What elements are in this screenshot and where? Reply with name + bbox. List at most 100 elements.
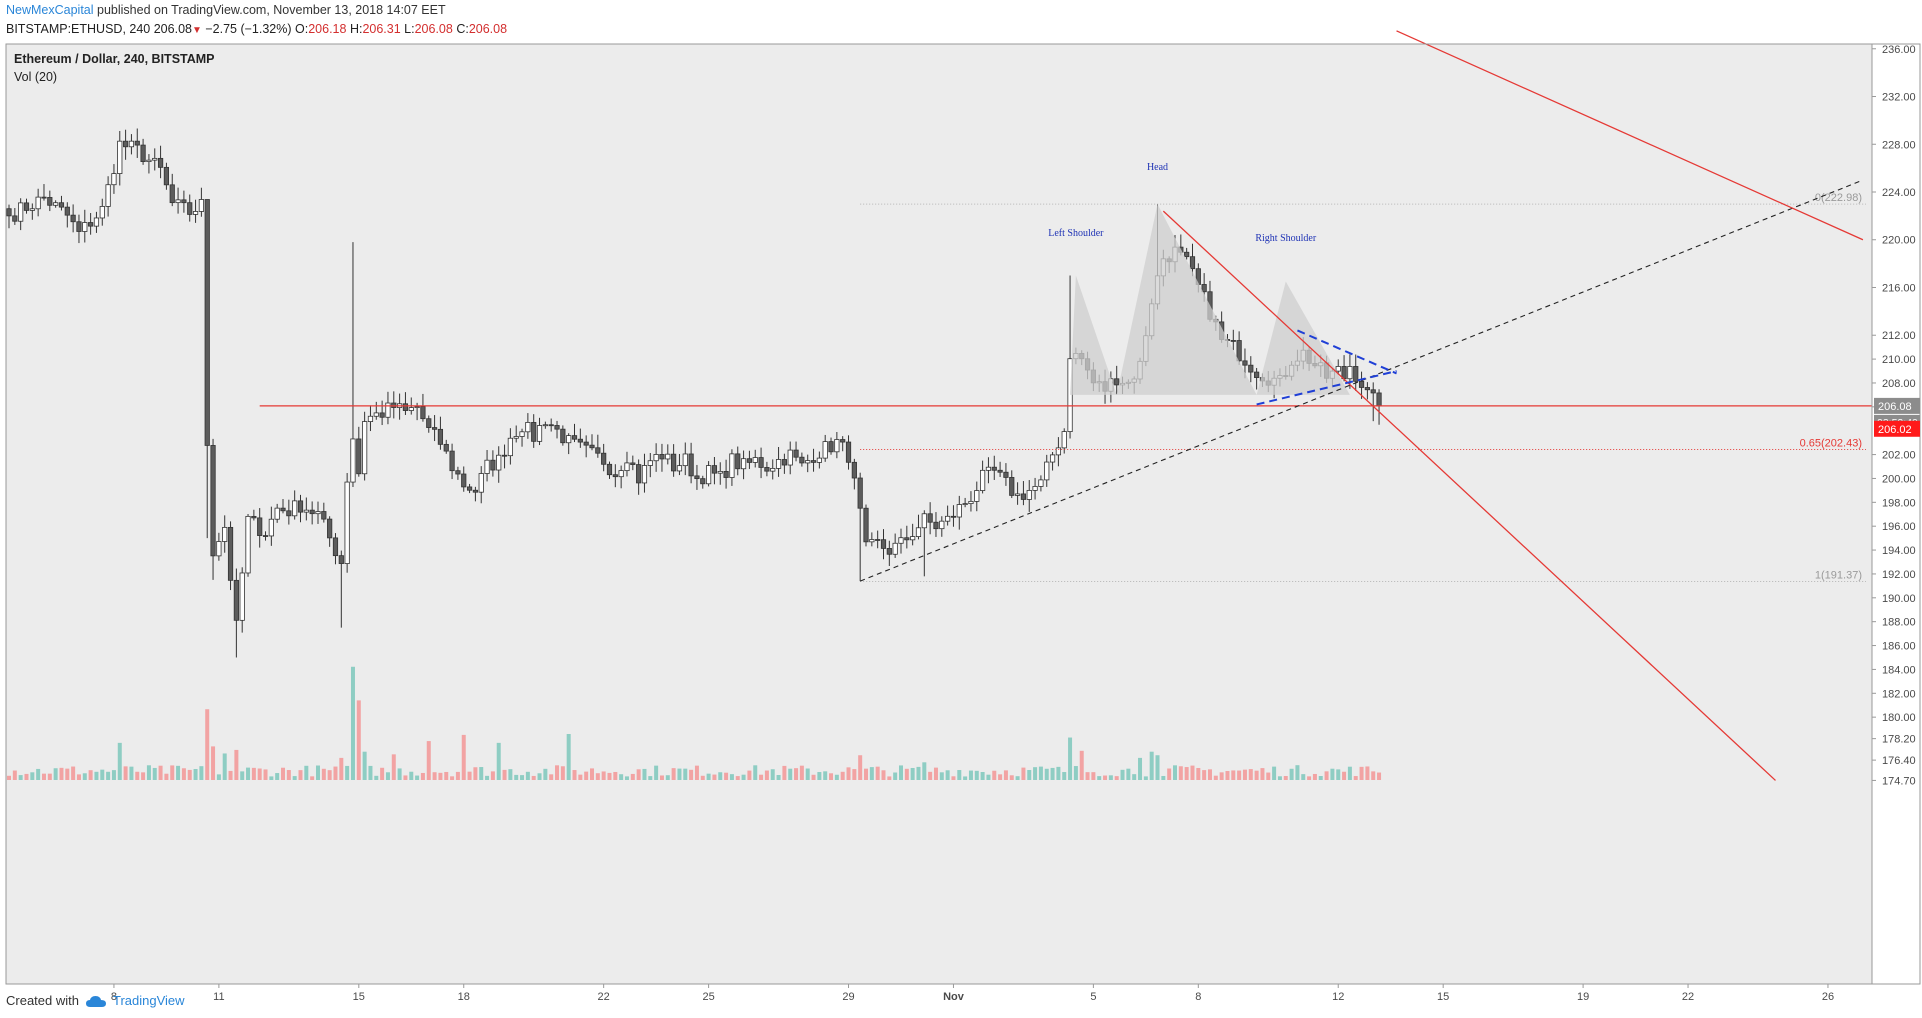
candle xyxy=(700,475,706,489)
price-axis[interactable]: 236.00 232.00 228.00 224.00 220.00 216.00 212.… xyxy=(1872,44,1920,788)
left-shoulder-label: Left Shoulder xyxy=(1048,228,1104,239)
candle-body xyxy=(939,520,945,530)
candle xyxy=(53,200,59,208)
candle xyxy=(309,501,315,525)
volume-bar xyxy=(65,768,70,780)
candle xyxy=(886,540,892,566)
candle-body xyxy=(595,447,601,454)
candle-body xyxy=(1353,366,1359,382)
time-axis[interactable]: 8 11 15 18 22 25 29 Nov 5 8 12 15 19 22 26 xyxy=(111,984,1834,1003)
candle-body xyxy=(88,222,94,227)
candle xyxy=(402,392,409,415)
candle xyxy=(711,456,718,485)
candle xyxy=(443,439,449,454)
candle xyxy=(1003,463,1009,486)
candle-body xyxy=(519,431,525,437)
volume-bar xyxy=(648,776,653,780)
candle xyxy=(18,198,24,231)
candle xyxy=(630,455,636,471)
candle-body xyxy=(536,425,543,442)
volume-bar xyxy=(246,767,251,780)
time-tick-label: 11 xyxy=(213,991,224,1003)
price-tick-label: 220.00 xyxy=(1882,235,1916,247)
volume-bar xyxy=(350,666,355,780)
volume-bar xyxy=(391,754,396,780)
candle-body xyxy=(105,184,111,207)
candle xyxy=(373,401,379,420)
volume-bar xyxy=(595,773,600,780)
volume-bar xyxy=(829,773,834,780)
volume-bar xyxy=(1324,771,1329,780)
candle-body xyxy=(82,222,88,232)
volume-bar xyxy=(164,773,169,780)
candle xyxy=(793,441,799,462)
volume-bar xyxy=(1242,769,1247,780)
candle xyxy=(216,532,222,561)
time-tick-label: 18 xyxy=(458,991,470,1003)
price-tick-label: 190.00 xyxy=(1882,593,1916,605)
candle-body xyxy=(729,453,735,478)
candle-body xyxy=(70,214,76,223)
candle-body xyxy=(816,457,822,463)
right-shoulder-shape xyxy=(1256,281,1350,395)
tradingview-link[interactable]: TradingView xyxy=(112,993,185,1008)
volume-bar xyxy=(881,770,886,780)
volume-bar xyxy=(514,774,519,780)
time-tick-label: 8 xyxy=(1195,991,1201,1003)
candle-body xyxy=(245,515,251,574)
candle-body xyxy=(700,478,706,485)
candle-body xyxy=(869,539,875,543)
candle-body xyxy=(740,458,747,470)
volume-bar xyxy=(875,766,880,780)
candle xyxy=(799,452,805,467)
candle-body xyxy=(793,449,799,458)
candle xyxy=(210,438,216,580)
volume-bar xyxy=(864,768,869,780)
candle xyxy=(152,148,158,171)
candle-body xyxy=(1009,477,1015,496)
candle-body xyxy=(47,197,53,206)
candle-body xyxy=(379,412,385,418)
volume-bar xyxy=(1056,766,1061,780)
chart-legend-title: Ethereum / Dollar, 240, BITSTAMP xyxy=(14,52,215,66)
candle-body xyxy=(356,438,362,475)
volume-bar xyxy=(426,741,431,780)
volume-bar xyxy=(199,766,204,780)
close-label: C: xyxy=(456,22,469,36)
volume-bar xyxy=(1138,757,1143,780)
drawings-layer: 0(222.98) 0.65(202.43) 1(191.37) Head Left S… xyxy=(259,30,1872,781)
volume-bar xyxy=(158,765,163,780)
candle xyxy=(1370,382,1376,422)
tradingview-cloud-icon xyxy=(85,995,106,1007)
candle-body xyxy=(1184,251,1190,258)
candle xyxy=(420,393,426,422)
price-tick-label: 176.40 xyxy=(1882,755,1916,767)
candle xyxy=(239,567,245,633)
candle xyxy=(123,129,129,160)
volume-bar xyxy=(211,746,216,780)
volume-bar xyxy=(980,772,985,780)
volume-bar xyxy=(1359,766,1364,780)
candle xyxy=(332,533,339,565)
candle xyxy=(577,428,583,448)
candle xyxy=(653,443,659,472)
author-link[interactable]: NewMexCapital xyxy=(6,3,94,17)
candle-body xyxy=(210,445,216,557)
candle-body xyxy=(898,537,904,544)
candle xyxy=(513,425,519,443)
candle xyxy=(898,528,904,554)
price-tick-label: 224.00 xyxy=(1882,187,1916,199)
candle-body xyxy=(688,453,694,477)
volume-bar xyxy=(578,774,583,780)
volume-bar xyxy=(712,774,717,780)
candle xyxy=(927,502,933,535)
candle-body xyxy=(157,157,164,168)
candle-body xyxy=(577,438,583,443)
candle xyxy=(315,501,321,524)
volume-bar xyxy=(1202,770,1207,780)
candle xyxy=(88,213,94,235)
candle-body xyxy=(216,541,222,557)
candle-body xyxy=(338,555,344,564)
volume-bar xyxy=(1301,774,1306,780)
